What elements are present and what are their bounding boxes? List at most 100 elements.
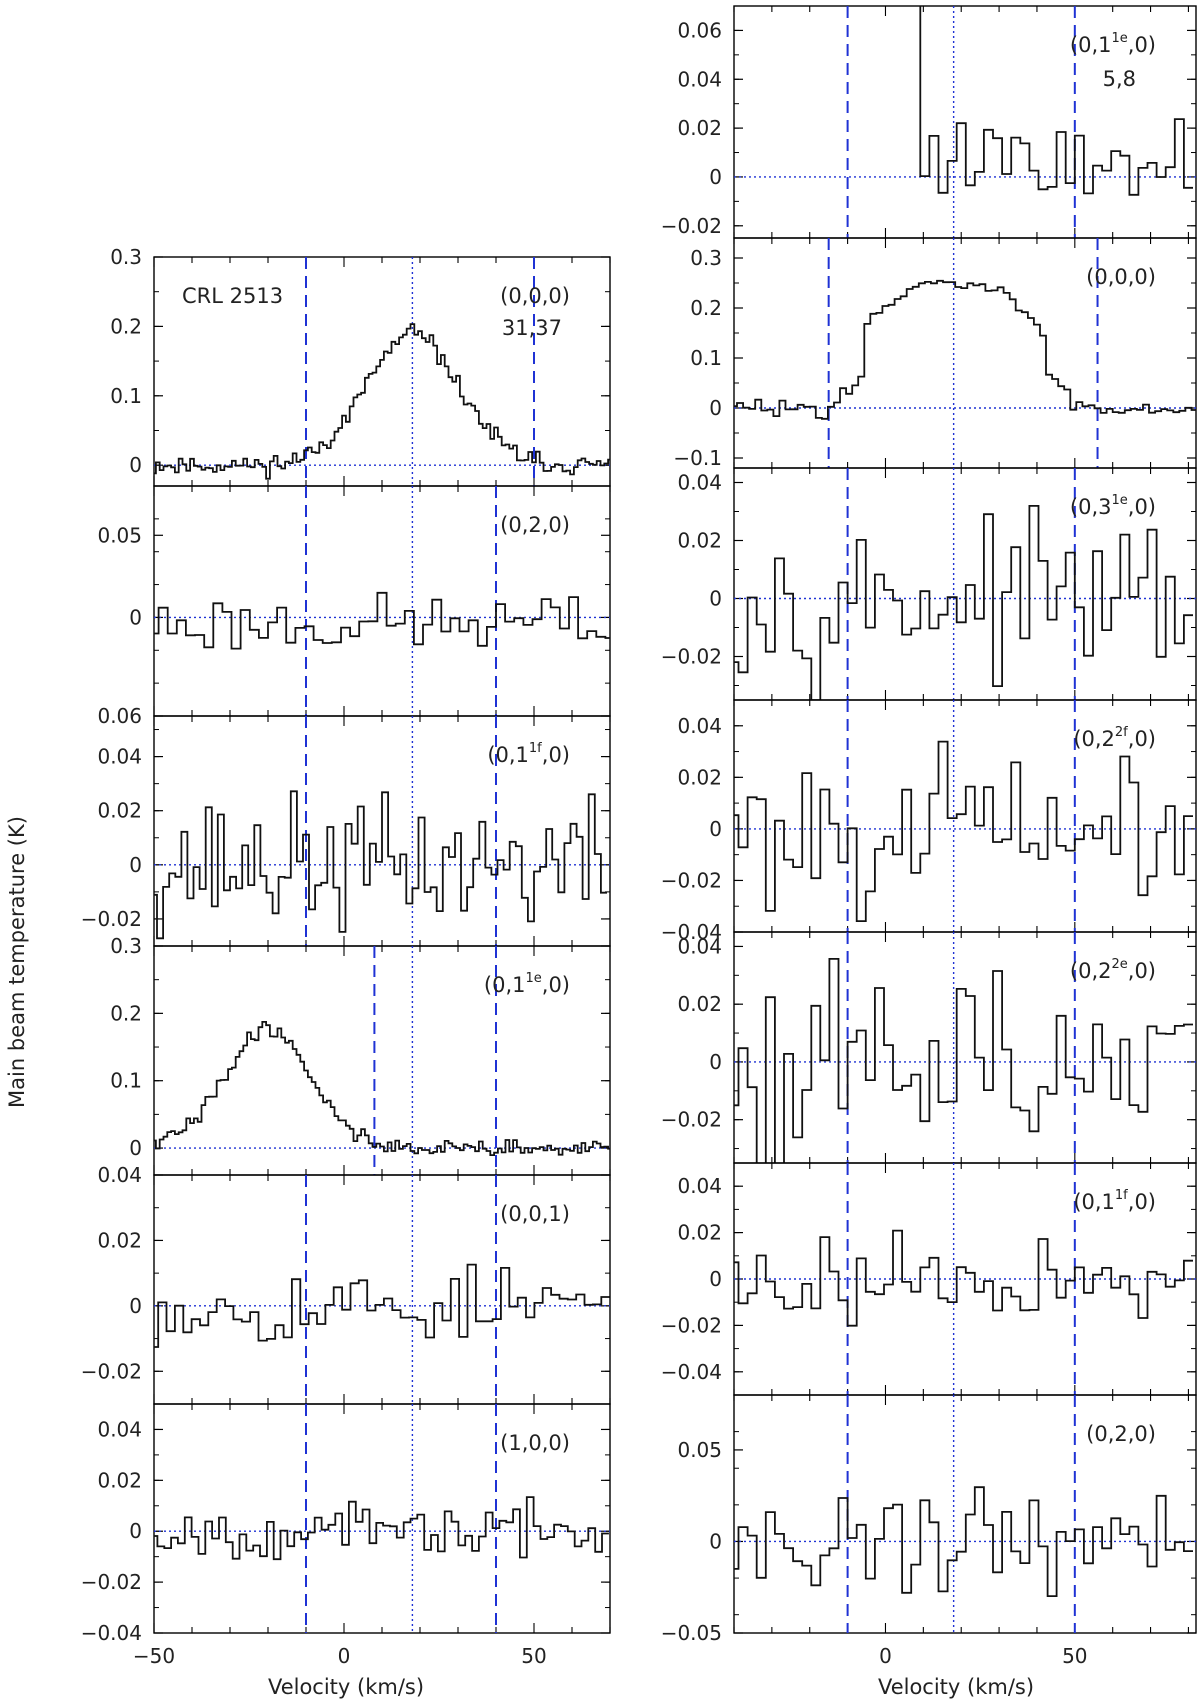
panel-label-part: ,0) bbox=[542, 743, 570, 767]
panel-label: (0,31e,0) bbox=[1070, 493, 1156, 519]
panel-label-part: (0,2 bbox=[1073, 727, 1115, 751]
y-tick-label: 0.04 bbox=[97, 1417, 142, 1441]
y-tick-label: 0 bbox=[129, 605, 142, 629]
y-tick-label: 0.02 bbox=[97, 1468, 142, 1492]
y-tick-label: 0.04 bbox=[677, 714, 722, 738]
y-tick-label: −0.02 bbox=[661, 868, 722, 892]
y-tick-label: 0.02 bbox=[677, 765, 722, 789]
y-tick-label: 0.02 bbox=[677, 1221, 722, 1245]
y-tick-label: 0.3 bbox=[690, 246, 722, 270]
y-tick-label: 0.2 bbox=[110, 1001, 142, 1025]
panel-label-part: (0,2 bbox=[1070, 959, 1112, 983]
y-tick-label: 0 bbox=[129, 853, 142, 877]
spectrum-line bbox=[919, 6, 1193, 196]
y-tick-label: 0.2 bbox=[110, 314, 142, 338]
panel-label-part: (0,1 bbox=[1073, 1190, 1115, 1214]
y-tick-label: 0.1 bbox=[110, 384, 142, 408]
y-tick-label: 0.04 bbox=[677, 1174, 722, 1198]
panel-R7: −0.05 0 0.05 (0,2,0) bbox=[661, 1394, 1197, 1645]
x-axis-title-right: Velocity (km/s) bbox=[878, 1675, 1034, 1699]
y-tick-label: −0.02 bbox=[661, 1108, 722, 1132]
y-tick-label: 0 bbox=[709, 587, 722, 611]
panel-L5: −0.02 0 0.02 0.04 (0,0,1) bbox=[81, 1163, 611, 1405]
panel-label-part: (0,1 bbox=[487, 743, 529, 767]
spectrum-line bbox=[734, 279, 1196, 420]
y-tick-label: −0.02 bbox=[661, 214, 722, 238]
y-tick-label: 0.06 bbox=[677, 18, 722, 42]
spectrum-line bbox=[154, 323, 610, 480]
x-tick-label-right: 50 bbox=[1062, 1644, 1087, 1668]
y-tick-label: −0.05 bbox=[661, 1621, 722, 1645]
y-tick-label: 0 bbox=[129, 1519, 142, 1543]
panel-label-part: ,0) bbox=[1128, 959, 1156, 983]
y-tick-label: 0 bbox=[129, 453, 142, 477]
panel-label: (1,0,0) bbox=[500, 1431, 570, 1455]
panel-label: (0,0,1) bbox=[500, 1202, 570, 1226]
y-tick-label: −0.02 bbox=[81, 1570, 142, 1594]
spectrum-line bbox=[154, 591, 610, 650]
panel-label-part: ,0) bbox=[1128, 1190, 1156, 1214]
source-name: CRL 2513 bbox=[182, 284, 283, 308]
y-tick-label: −0.04 bbox=[661, 1360, 722, 1384]
y-tick-label: 0.02 bbox=[677, 116, 722, 140]
panel-label: (0,11e,0) bbox=[484, 971, 570, 997]
panel-label: (0,11e,0) bbox=[1070, 31, 1156, 57]
panel-label-superscript: 2f bbox=[1115, 725, 1128, 740]
panel-R1: −0.02 0 0.02 0.04 0.06 (0,11e,0) 5,8 bbox=[661, 5, 1197, 239]
panel-label: (0,0,0) bbox=[1086, 265, 1156, 289]
y-tick-label: 0.3 bbox=[110, 245, 142, 269]
y-tick-label: 0 bbox=[129, 1136, 142, 1160]
y-tick-label: 0.04 bbox=[97, 745, 142, 769]
panel-L6: −0.04 −0.02 0 0.02 0.04 (1,0,0) bbox=[81, 1403, 611, 1645]
panel-label-superscript: 1f bbox=[529, 741, 542, 756]
spectrum-line bbox=[154, 790, 607, 940]
panel-L1: 0 0.1 0.2 0.3 (0,0,0) 31,37 CRL 2513 bbox=[110, 245, 611, 487]
x-tick-label-left: −50 bbox=[133, 1644, 175, 1668]
y-tick-label: 0.1 bbox=[110, 1069, 142, 1093]
panel-R3: −0.02 0 0.02 0.04 (0,31e,0) bbox=[661, 467, 1197, 701]
y-tick-label: 0 bbox=[709, 165, 722, 189]
y-tick-label: 0 bbox=[709, 1050, 722, 1074]
panel-label: (0,11f,0) bbox=[1073, 1188, 1156, 1214]
panel-label-superscript: 1e bbox=[1111, 31, 1127, 46]
spectrum-line bbox=[734, 1229, 1193, 1327]
y-tick-label: −0.02 bbox=[661, 645, 722, 669]
panel-label: (0,0,0) bbox=[500, 284, 570, 308]
panel-label-part: ,0) bbox=[1128, 495, 1156, 519]
spectrum-line bbox=[734, 740, 1193, 922]
y-tick-label: 0.05 bbox=[97, 523, 142, 547]
panel-label-part: (0,1 bbox=[1070, 33, 1112, 57]
y-tick-label: −0.02 bbox=[661, 1313, 722, 1337]
panel-label-superscript: 1e bbox=[525, 971, 541, 986]
y-tick-label: 0.05 bbox=[677, 1438, 722, 1462]
panel-label: (0,2,0) bbox=[1086, 1422, 1156, 1446]
panel-label: (0,22f,0) bbox=[1073, 725, 1156, 751]
y-tick-label: 0.04 bbox=[97, 1163, 142, 1187]
panels-group: 0 0.1 0.2 0.3 (0,0,0) 31,37 CRL 2513 0.06 0 0.05 (… bbox=[81, 5, 1197, 1668]
y-tick-label: −0.04 bbox=[661, 920, 722, 944]
y-tick-label: 0.04 bbox=[677, 67, 722, 91]
panel-frame bbox=[733, 1394, 1197, 1634]
y-tick-label: 0.06 bbox=[97, 704, 142, 728]
panel-R6: −0.04 −0.02 0 0.02 0.04 (0,11f,0) bbox=[661, 1162, 1197, 1396]
y-tick-label: 0.04 bbox=[677, 934, 722, 958]
y-tick-label: 0 bbox=[709, 1267, 722, 1291]
y-tick-label: −0.02 bbox=[81, 1359, 142, 1383]
y-tick-label: 0.1 bbox=[690, 346, 722, 370]
x-tick-label-right: 0 bbox=[879, 1644, 892, 1668]
panel-label-superscript: 1f bbox=[1115, 1188, 1128, 1203]
y-tick-label: 0 bbox=[129, 1294, 142, 1318]
panel-R4: −0.04 −0.02 0 0.02 0.04 (0,22f,0) bbox=[661, 699, 1197, 944]
panel-label-line2: 31,37 bbox=[502, 316, 562, 340]
y-tick-label: 0.04 bbox=[677, 471, 722, 495]
y-tick-label: 0.02 bbox=[677, 992, 722, 1016]
y-tick-label: 0 bbox=[709, 396, 722, 420]
panel-label-part: ,0) bbox=[1128, 33, 1156, 57]
y-axis-title: Main beam temperature (K) bbox=[5, 816, 29, 1108]
panel-L3: −0.02 0 0.02 0.04 (0,11f,0) bbox=[81, 715, 611, 947]
x-axis-title-left: Velocity (km/s) bbox=[268, 1675, 424, 1699]
panel-label-superscript: 2e bbox=[1111, 957, 1127, 972]
y-tick-label: −0.02 bbox=[81, 907, 142, 931]
y-tick-label: 0.3 bbox=[110, 934, 142, 958]
x-tick-label-left: 0 bbox=[338, 1644, 351, 1668]
